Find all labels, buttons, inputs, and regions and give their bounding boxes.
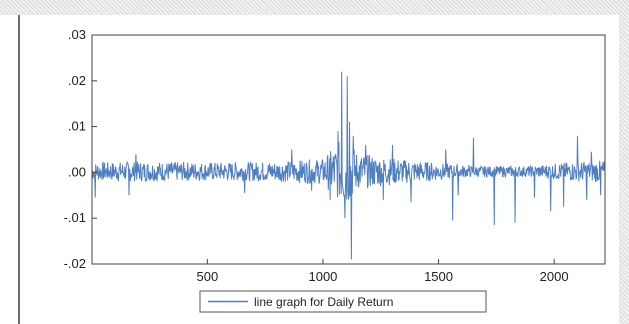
x-tick-label: 1500	[424, 269, 453, 284]
y-tick-label: .03	[68, 27, 86, 42]
legend: line graph for Daily Return	[199, 290, 487, 313]
window-top-border	[0, 0, 629, 15]
y-tick-label: .02	[68, 73, 86, 88]
x-tick-label: 500	[197, 269, 219, 284]
series-line-daily-return	[91, 71, 606, 260]
y-tick-label: .01	[68, 119, 86, 134]
legend-box	[199, 290, 487, 313]
legend-label: line graph for Daily Return	[254, 295, 393, 309]
plot-area-frame	[91, 34, 606, 265]
window-right-border	[619, 0, 629, 324]
window-left-border	[18, 15, 20, 324]
x-tick-label: 2000	[540, 269, 569, 284]
x-tick-label: 1000	[308, 269, 337, 284]
y-tick-label: -.01	[64, 210, 86, 225]
y-tick-label: .00	[68, 164, 86, 179]
y-tick-label: -.02	[64, 256, 86, 271]
